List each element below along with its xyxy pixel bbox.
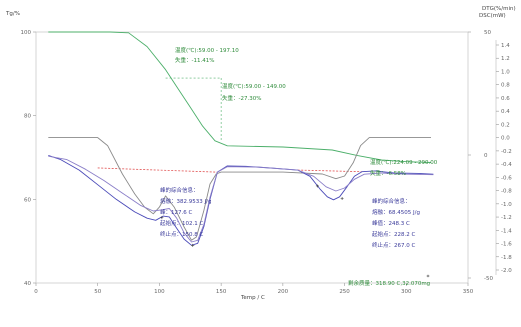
dtg-tick-label: -1.6 [501, 242, 512, 248]
annotation-peak-info-1: 峰的综合信息： 熔融：382.9533 J/g 峰：127.6 C 起始点：10… [160, 186, 211, 238]
x-tick-label: 100 [154, 289, 165, 295]
annotation-weight-loss-2: 温度(℃):59.00 - 149.00 失重：-27.30% [222, 82, 286, 102]
annotation-line: 失重：-27.30% [222, 94, 261, 102]
dtg-tick-label: 1.0 [501, 69, 510, 75]
annotation-line: 失重：-11.41% [175, 56, 214, 64]
dtg-tick-label: 0.2 [501, 122, 510, 128]
dtg-tick-label: -0.6 [501, 175, 512, 181]
dsc-tick-label: 0 [484, 153, 488, 159]
x-tick-label: 150 [216, 289, 227, 295]
x-tick-label: 250 [339, 289, 350, 295]
annotation-line: 熔融：382.9533 J/g [160, 197, 211, 205]
annotation-line: 终止点：267.0 C [372, 241, 415, 249]
left-tick-label: 40 [24, 281, 31, 287]
dsc-tick-label: 50 [484, 30, 491, 36]
dtg-tick-label: -2.0 [501, 268, 512, 274]
annotation-residual-mass: 剩余质量：318.90 C,32.070mg [348, 279, 430, 287]
annotation-line: 温度(℃):59.00 - 149.00 [222, 82, 286, 90]
annotation-line: 峰的综合信息： [372, 197, 411, 205]
annotation-line: 温度(℃):224.09 - 290.00 [370, 158, 438, 166]
peak-baseline [297, 169, 362, 173]
dtg-tick-label: 0.0 [501, 136, 510, 142]
annotation-line: 起始点：228.2 C [372, 230, 415, 238]
residual-mass-marker: * [427, 274, 430, 281]
y-axis-label-left: Tg/% [5, 11, 20, 17]
annotation-line: 剩余质量：318.90 C,32.070mg [348, 279, 430, 287]
annotation-line: 峰值：248.3 C [372, 219, 410, 227]
tg-curve [48, 31, 432, 163]
x-tick-label: 0 [34, 289, 38, 295]
dtg-tick-label: -0.4 [501, 162, 512, 168]
dtg-tick-label: -1.8 [501, 255, 512, 261]
annotation-line: 温度(℃):59.00 - 197.10 [175, 46, 239, 54]
annotation-peak-info-2: 峰的综合信息： 熔融：68.4505 J/g 峰值：248.3 C 起始点：22… [372, 197, 420, 249]
annotation-line: 起始点：102.1 C [160, 219, 203, 227]
x-tick-label: 200 [278, 289, 289, 295]
peak-marker [340, 196, 344, 200]
x-tick-label: 300 [401, 289, 412, 295]
peak-marker [315, 184, 319, 188]
plot-area [35, 31, 469, 284]
dtg-tick-label: -1.0 [501, 202, 512, 208]
peak-marker [191, 243, 195, 247]
series-lines [48, 31, 434, 247]
dtg-tick-label: 0.6 [501, 96, 510, 102]
x-axis-ticks: 0 50 100 150 200 250 300 350 [34, 283, 474, 295]
dtg-tick-label: -1.2 [501, 215, 512, 221]
annotation-weight-loss-1: 温度(℃):59.00 - 197.10 失重：-11.41% [175, 46, 239, 64]
dtg-curve [48, 137, 431, 241]
dtg-tick-label: 0.8 [501, 83, 510, 89]
peak-marker [160, 216, 164, 220]
baseline-lines [97, 167, 362, 173]
y-axis-label-dsc: DSC(mW) [479, 13, 506, 19]
dsc-axis-ticks: 50 0 -50 [468, 30, 493, 282]
annotation-line: 峰的综合信息： [160, 186, 199, 194]
left-tick-label: 80 [24, 114, 31, 120]
dtg-axis-ticks: 1.4 1.2 1.0 0.8 0.6 0.4 0.2 0.0 -0.2 -0.4 -0.6 -0.8… [495, 40, 512, 275]
dsc-curve-2 [48, 155, 434, 243]
annotation-line: 失重：-6.58% [370, 169, 406, 177]
left-axis-ticks: 40 60 80 100 [21, 30, 36, 287]
y-axis-label-dtg: DTG(%/min) [482, 6, 516, 12]
x-tick-label: 50 [94, 289, 101, 295]
annotation-line: 终止点：150.8 C [160, 230, 203, 238]
dtg-tick-label: -1.4 [501, 228, 512, 234]
annotation-weight-loss-3: 温度(℃):224.09 - 290.00 失重：-6.58% [370, 158, 438, 177]
dtg-tick-label: 0.4 [501, 109, 510, 115]
peak-baseline [97, 167, 218, 173]
x-tick-label: 350 [463, 289, 474, 295]
annotation-line: 熔融：68.4505 J/g [372, 208, 420, 216]
guide-lines [165, 77, 222, 141]
dtg-tick-label: -0.8 [501, 189, 512, 195]
left-tick-label: 60 [24, 197, 31, 203]
dtg-tick-label: 1.2 [501, 56, 510, 62]
dsc-tick-label: -50 [484, 276, 493, 282]
left-tick-label: 100 [21, 30, 32, 36]
dtg-tick-label: -0.2 [501, 149, 512, 155]
dtg-tick-label: 1.4 [501, 43, 510, 49]
x-axis-label: Temp / C [240, 295, 265, 301]
annotation-line: 峰：127.6 C [160, 208, 192, 216]
